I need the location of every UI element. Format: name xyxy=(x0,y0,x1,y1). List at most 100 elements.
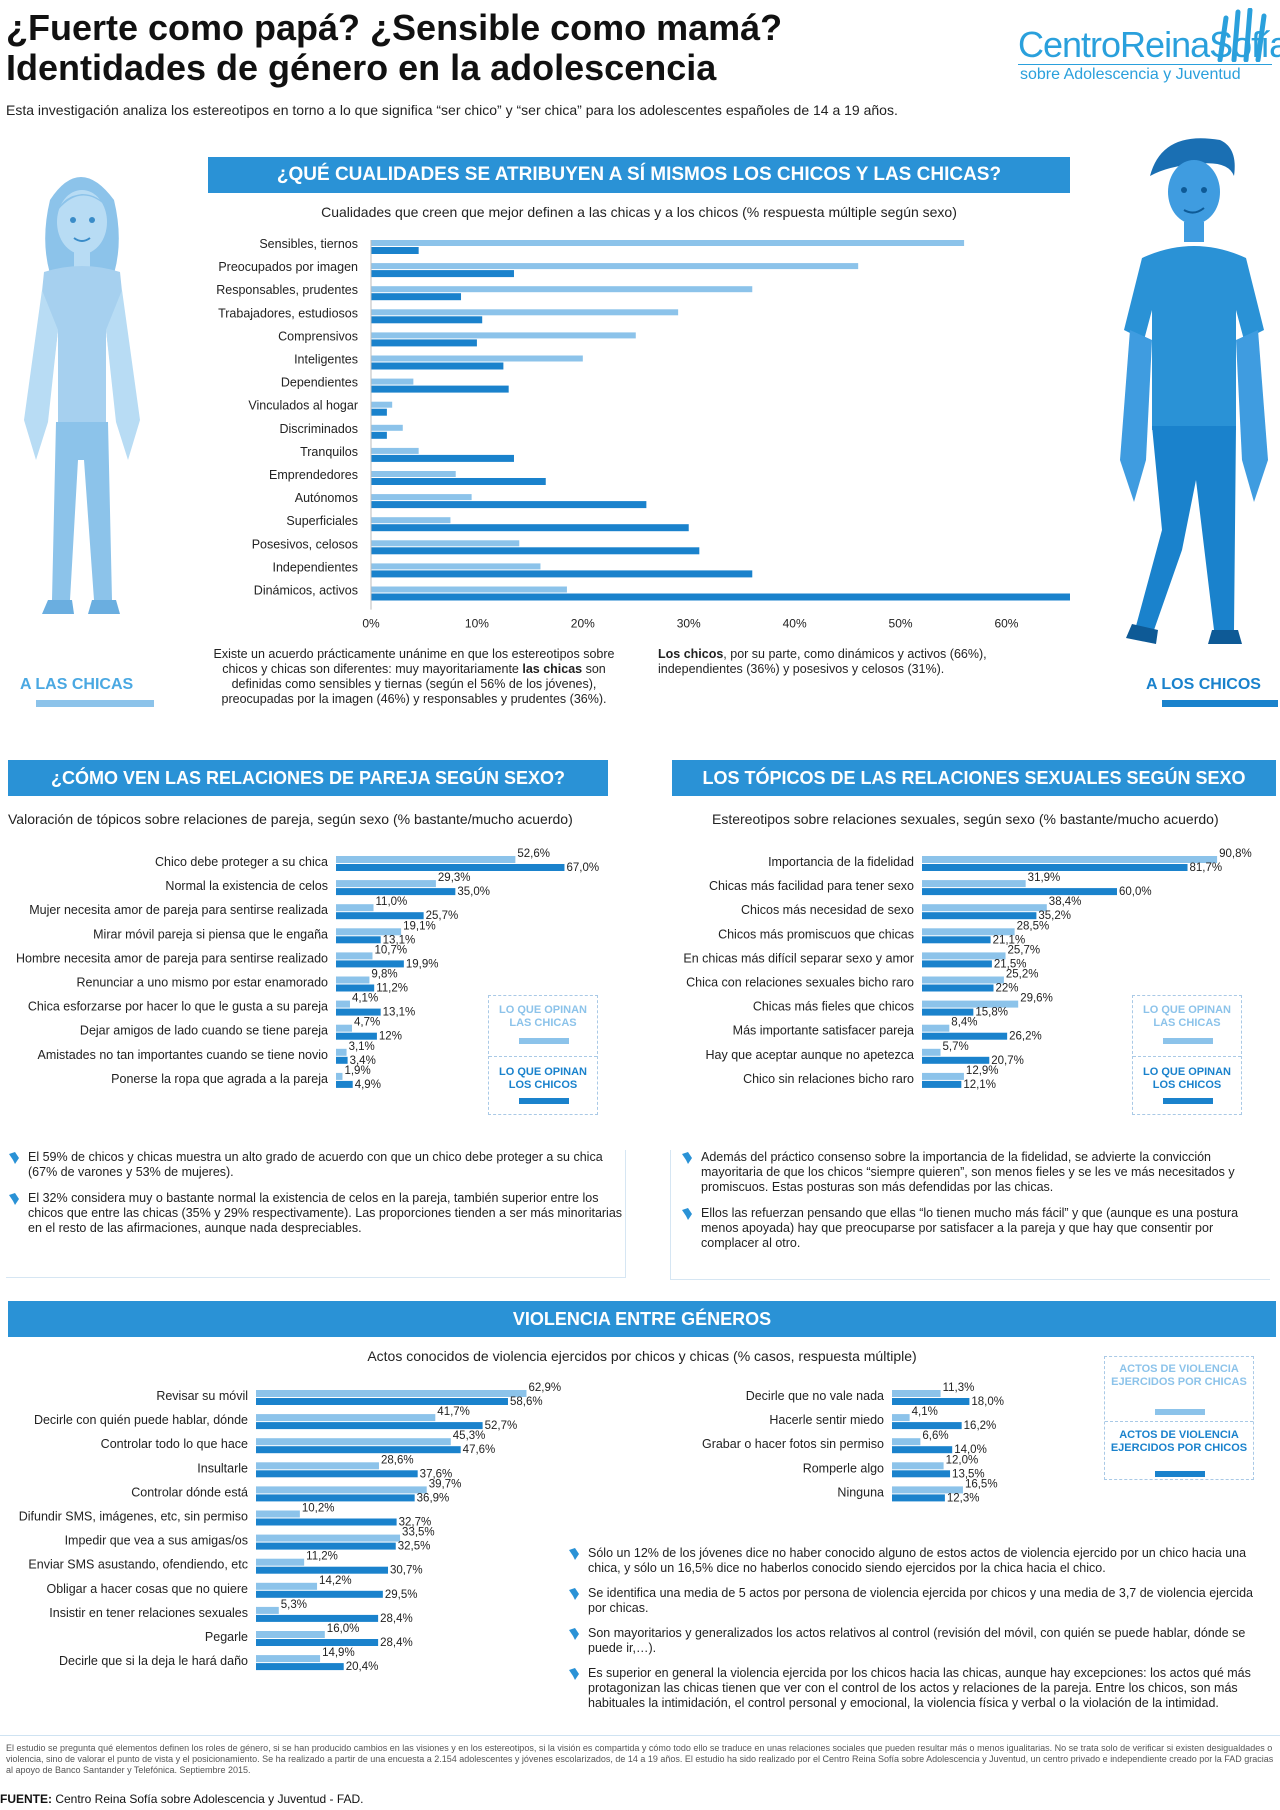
category-label: Controlar dónde está xyxy=(131,1485,248,1499)
category-label: Tranquilos xyxy=(300,445,358,459)
bar-girls xyxy=(922,976,1004,984)
legend-girls-text: LO QUE OPINAN LAS CHICAS xyxy=(1142,1004,1231,1029)
bar-girls xyxy=(256,1534,401,1542)
bar-girls xyxy=(922,1000,1019,1008)
bar-boys xyxy=(336,912,424,920)
x-tick-label: 30% xyxy=(677,617,701,631)
value-label-boys: 22% xyxy=(996,983,1019,995)
bar-boys xyxy=(371,339,477,347)
logo-tagline: sobre Adolescencia y Juventud xyxy=(1020,66,1241,83)
bar-girls xyxy=(371,332,636,339)
x-tick-label: 40% xyxy=(783,617,807,631)
bar-girls xyxy=(371,447,419,454)
value-label-boys: 81,7% xyxy=(1190,862,1223,874)
logo-name: CentroReinaSofía xyxy=(1018,24,1280,65)
category-label: Preocupados por imagen xyxy=(218,260,358,274)
value-label-girls: 3,1% xyxy=(349,1041,375,1053)
value-label-girls: 45,3% xyxy=(453,1430,486,1442)
bar-boys xyxy=(256,1422,483,1430)
value-label-boys: 30,7% xyxy=(390,1565,423,1577)
category-label: Insistir en tener relaciones sexuales xyxy=(49,1606,248,1620)
category-label: Discriminados xyxy=(280,422,359,436)
bar-boys xyxy=(336,864,565,871)
value-label-girls: 10,7% xyxy=(374,944,407,956)
value-label-boys: 67,0% xyxy=(566,862,599,874)
legend-boys-text: LO QUE OPINAN LOS CHICOS xyxy=(498,1066,587,1091)
bar-girls xyxy=(336,928,402,936)
bar-boys xyxy=(256,1566,389,1574)
bar-boys xyxy=(922,1032,1008,1040)
bar-boys xyxy=(336,936,381,944)
bullet-icon xyxy=(566,1626,582,1642)
bullet-icon xyxy=(566,1586,582,1602)
bar-girls xyxy=(892,1390,941,1397)
legend-girls-text: LO QUE OPINAN LAS CHICAS xyxy=(498,1004,587,1029)
bar-boys xyxy=(892,1422,962,1430)
legend-boys-swatch xyxy=(1163,1098,1213,1104)
bar-boys xyxy=(336,888,456,896)
paired-bar-chart-svg: Importancia de la fidelidad 90,8% 81,7% Chi… xyxy=(683,848,1251,1091)
category-label: Ninguna xyxy=(837,1485,884,1499)
category-label: Decirle con quién puede hablar, dónde xyxy=(34,1413,248,1427)
value-label-girls: 4,1% xyxy=(912,1406,938,1418)
section1-subtitle: Cualidades que creen que mejor definen a… xyxy=(321,204,957,220)
section2-notes: El 59% de chicos y chicas muestra un alt… xyxy=(6,1150,626,1278)
bar-boys xyxy=(371,524,689,532)
bar-girls xyxy=(256,1606,279,1614)
category-label: Vinculados al hogar xyxy=(248,399,358,413)
paired-bar-chart-svg: Revisar su móvil 62,9% 58,6% Decirle con qu… xyxy=(19,1382,561,1673)
value-label-girls: 1,9% xyxy=(344,1065,370,1077)
value-label-boys: 35,0% xyxy=(457,886,490,898)
category-label: Enviar SMS asustando, ofendiendo, etc xyxy=(28,1558,248,1572)
value-label-girls: 28,6% xyxy=(381,1454,414,1466)
bar-girls xyxy=(256,1558,305,1566)
value-label-boys: 32,5% xyxy=(398,1541,431,1553)
bar-boys xyxy=(922,1008,974,1016)
value-label-boys: 58,6% xyxy=(510,1396,543,1408)
legend-boys-text: LO QUE OPINAN LOS CHICOS xyxy=(1142,1066,1231,1091)
bar-boys xyxy=(371,385,509,393)
value-label-boys: 21,1% xyxy=(993,934,1026,946)
bar-girls xyxy=(892,1462,944,1470)
value-label-boys: 15,8% xyxy=(975,1007,1008,1019)
section4-bullet-2: Se identifica una media de 5 actos por p… xyxy=(566,1586,1272,1616)
value-label-girls: 52,6% xyxy=(517,848,550,860)
bar-boys xyxy=(371,454,514,462)
bar-girls xyxy=(371,286,753,293)
category-label: Pegarle xyxy=(205,1630,248,1644)
legend-boys-swatch xyxy=(1155,1471,1205,1477)
x-tick-label: 50% xyxy=(889,617,913,631)
value-label-boys: 12% xyxy=(379,1031,402,1043)
value-label-boys: 12,1% xyxy=(963,1079,996,1091)
footnote: El estudio se pregunta qué elementos def… xyxy=(6,1743,1274,1775)
value-label-girls: 9,8% xyxy=(371,969,397,981)
section2-bullet-2: El 32% considera muy o bastante normal l… xyxy=(6,1191,625,1236)
bullet-icon xyxy=(566,1666,582,1682)
category-label: Hay que aceptar aunque no apetezca xyxy=(706,1048,915,1062)
section1-text-left: Existe un acuerdo prácticamente unánime … xyxy=(213,647,615,706)
value-label-boys: 26,2% xyxy=(1009,1031,1042,1043)
violence-chart-right: Decirle que no vale nada 11,3% 18,0% Hacerl… xyxy=(660,1380,1100,1520)
bar-girls xyxy=(256,1510,300,1518)
bar-girls xyxy=(371,263,859,270)
value-label-girls: 62,9% xyxy=(528,1382,561,1394)
bar-boys xyxy=(371,431,387,439)
bar-girls xyxy=(922,904,1047,912)
value-label-boys: 35,2% xyxy=(1038,910,1071,922)
bar-boys xyxy=(256,1518,397,1526)
value-label-girls: 33,5% xyxy=(402,1527,435,1539)
title-line-2: Identidades de género en la adolescencia xyxy=(6,47,717,88)
bar-girls xyxy=(922,928,1015,936)
category-label: Sensibles, tiernos xyxy=(259,237,358,251)
bar-boys xyxy=(371,593,1070,601)
category-label: Insultarle xyxy=(197,1461,248,1475)
bar-girls xyxy=(892,1486,963,1494)
value-label-boys: 21,5% xyxy=(994,958,1027,970)
value-label-boys: 32,7% xyxy=(399,1517,432,1529)
bar-girls xyxy=(371,586,567,593)
bar-boys xyxy=(922,1056,990,1064)
bar-boys xyxy=(922,864,1188,871)
bar-girls xyxy=(256,1438,451,1446)
x-tick-label: 20% xyxy=(571,617,595,631)
bar-boys xyxy=(922,984,994,992)
